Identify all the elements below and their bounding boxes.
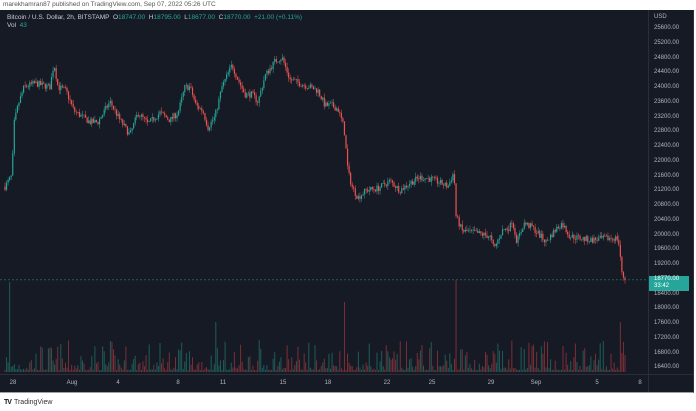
price-label: 24800.00 — [654, 54, 680, 61]
time-label: Sep — [530, 380, 542, 386]
price-label: 25200.00 — [654, 39, 680, 46]
time-label: 11 — [219, 380, 227, 386]
price-label: 24000.00 — [654, 84, 680, 90]
high-label: H — [148, 14, 154, 21]
publisher-line: marekhamran87 published on TradingView.c… — [3, 1, 216, 8]
low-label: L — [184, 14, 188, 21]
chart-plot-area[interactable]: Bitcoin / U.S. Dollar, 2h, BITSTAMP O187… — [0, 10, 648, 374]
price-label: 21600.00 — [654, 172, 680, 179]
currency-label: USD — [654, 14, 667, 20]
volume-value: 43 — [19, 22, 27, 29]
price-label: 23200.00 — [654, 113, 680, 120]
change-value: +21.00 (+0.11%) — [254, 14, 303, 21]
last-price-value: 18770.00 — [654, 275, 680, 282]
price-label: 22000.00 — [654, 157, 680, 164]
last-price-badge: 18770.00 33:42 — [649, 275, 689, 291]
chart-legend: Bitcoin / U.S. Dollar, 2h, BITSTAMP O187… — [7, 14, 302, 29]
time-label: 28 — [9, 380, 17, 386]
price-label: 19200.00 — [654, 261, 680, 267]
price-label: 22800.00 — [654, 128, 680, 135]
price-axis[interactable]: USD 18770.00 33:42 25600.00 25200.00 24800… — [648, 10, 694, 374]
price-label: 22400.00 — [654, 143, 680, 149]
candlestick-chart[interactable] — [0, 10, 648, 374]
open-label: O — [112, 14, 119, 21]
time-label: 5 — [595, 380, 599, 386]
time-label: 18 — [324, 380, 332, 386]
tradingview-logo[interactable]: TV TradingView — [4, 399, 52, 406]
time-axis[interactable]: 28 Aug 4 8 11 15 18 22 25 29 Sep 5 8 — [0, 374, 648, 392]
price-label: 25600.00 — [654, 25, 680, 31]
time-label: 25 — [428, 380, 436, 386]
time-label: 8 — [176, 380, 180, 386]
price-label: 23600.00 — [654, 98, 680, 105]
axis-corner — [648, 374, 694, 392]
low-value: 18677.00 — [187, 14, 215, 21]
bar-countdown: 33:42 — [654, 282, 670, 289]
price-label: 20400.00 — [654, 216, 680, 223]
open-value: 18747.00 — [118, 14, 146, 21]
time-label: 29 — [487, 380, 495, 386]
price-label: 24400.00 — [654, 69, 680, 76]
price-label: 18400.00 — [654, 290, 680, 297]
time-label: 15 — [279, 380, 287, 386]
time-label: Aug — [66, 380, 78, 386]
price-label: 16400.00 — [654, 364, 680, 371]
close-value: 18770.00 — [223, 14, 251, 21]
tradingview-logo-text: TradingView — [13, 399, 53, 406]
chart-frame: Bitcoin / U.S. Dollar, 2h, BITSTAMP O187… — [0, 10, 694, 393]
volume-label[interactable]: Vol — [7, 22, 17, 29]
tradingview-logo-icon: TV — [4, 399, 12, 406]
price-label: 19600.00 — [654, 246, 680, 253]
time-label: 8 — [638, 380, 642, 386]
price-label: 18000.00 — [654, 305, 680, 312]
price-label: 20000.00 — [654, 231, 680, 238]
price-label: 17200.00 — [654, 334, 680, 341]
symbol-title[interactable]: Bitcoin / U.S. Dollar, 2h, BITSTAMP — [7, 14, 110, 21]
time-label: 22 — [383, 380, 391, 386]
time-label: 4 — [116, 380, 120, 386]
price-label: 20800.00 — [654, 202, 680, 208]
price-label: 21200.00 — [654, 187, 680, 194]
price-label: 16800.00 — [654, 349, 680, 356]
price-label: 17600.00 — [654, 320, 680, 326]
high-value: 18795.00 — [153, 14, 181, 21]
close-label: C — [218, 14, 224, 21]
